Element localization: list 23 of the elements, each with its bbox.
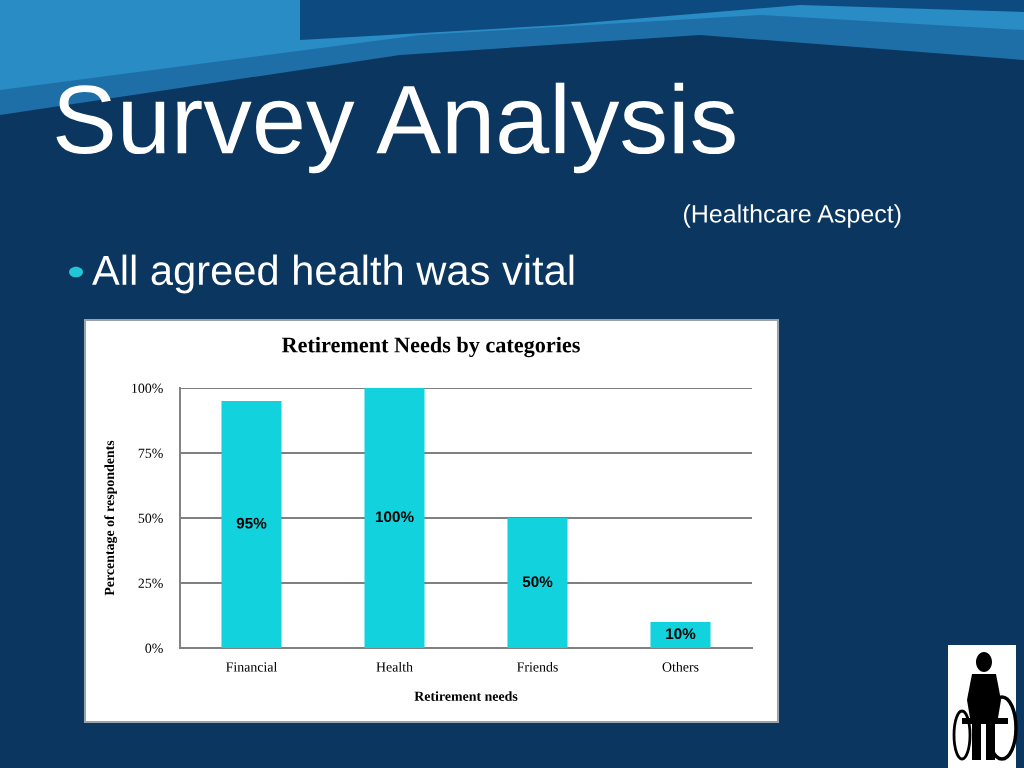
x-tick-label: Friends: [517, 661, 558, 672]
data-label: 95%: [236, 517, 267, 529]
x-axis-title: Retirement needs: [414, 691, 518, 701]
chart-subtitle: (Healthcare Aspect): [684, 204, 901, 228]
chart-title: Survey Analysis: [56, 82, 735, 174]
bar: [221, 401, 282, 648]
text: Retirement Needs by categories: [281, 336, 580, 358]
data-label: 50%: [522, 576, 553, 588]
y-tick-label: 75%: [138, 448, 163, 458]
text: All agreed health was vital: [92, 254, 574, 294]
y-tick-label: 50%: [138, 513, 163, 523]
y-tick-label: 0%: [145, 643, 163, 653]
data-label: 100%: [375, 511, 414, 523]
bar: [507, 518, 568, 648]
x-tick-label: Health: [376, 661, 413, 672]
y-tick-label: 25%: [138, 578, 163, 588]
bar: [650, 622, 711, 648]
y-tick-label: 100%: [132, 383, 163, 393]
bar: [364, 388, 425, 648]
x-tick-label: Financial: [226, 661, 278, 672]
data-label: 10%: [666, 628, 696, 640]
y-axis-title: Percentage of respondents: [104, 440, 118, 596]
x-tick-label: Others: [662, 661, 699, 672]
